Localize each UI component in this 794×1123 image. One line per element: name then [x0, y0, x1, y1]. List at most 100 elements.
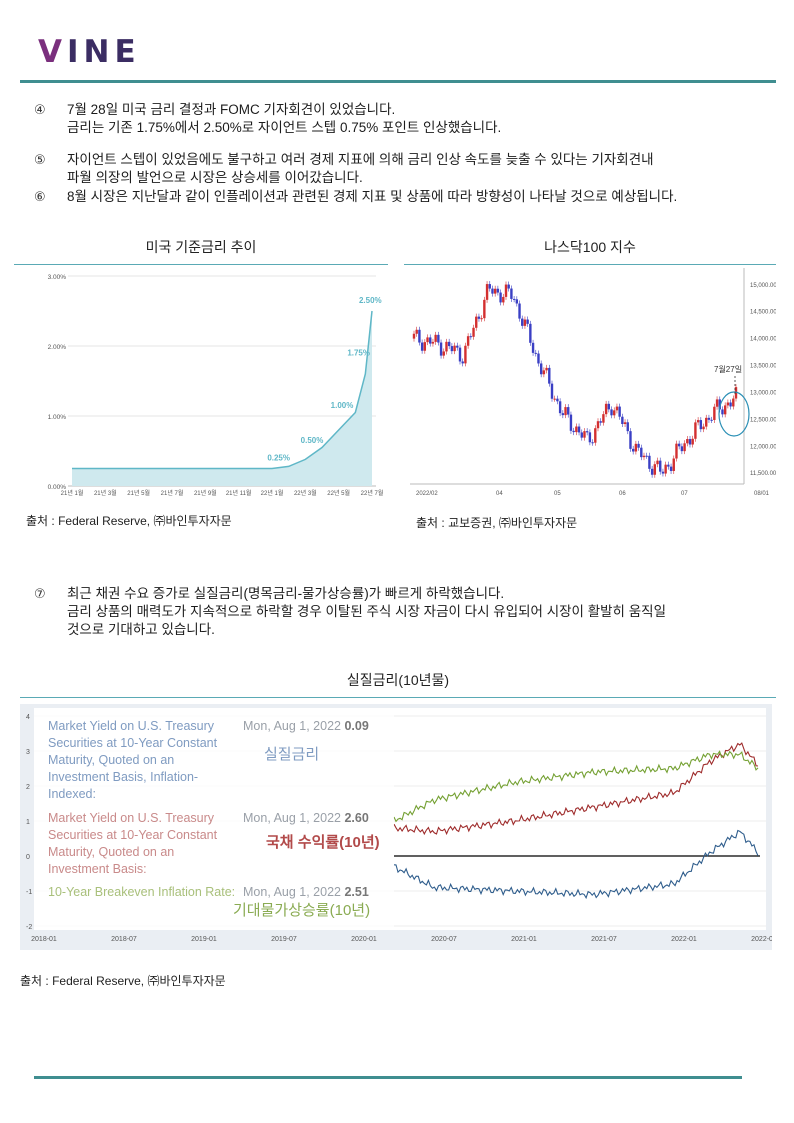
- candle: [640, 447, 643, 458]
- candle: [507, 284, 510, 289]
- legend-date-value: Mon, Aug 1, 2022 0.09: [243, 718, 369, 735]
- candle: [650, 468, 654, 475]
- candle: [607, 403, 611, 410]
- legend-value: 0.09: [344, 719, 369, 733]
- candle: [556, 398, 559, 402]
- x-tick-label: 2018-01: [31, 936, 57, 943]
- candle: [621, 416, 624, 425]
- x-tick-label: 2020-01: [351, 936, 377, 943]
- candle: [415, 329, 418, 334]
- candle: [418, 329, 421, 343]
- candle: [580, 432, 583, 438]
- y-tick-label: 14,000.00: [750, 337, 776, 343]
- candle: [434, 334, 437, 342]
- candle: [613, 410, 616, 416]
- rate-area: [72, 311, 372, 486]
- vine-logo: VINE: [38, 34, 141, 70]
- x-tick-label: 21년 11월: [226, 489, 252, 497]
- candle: [447, 341, 451, 347]
- candle: [721, 409, 724, 415]
- paragraph-4: 7월 28일 미국 금리 결정과 FOMC 기자회견이 있었습니다. 금리는 기…: [67, 101, 501, 137]
- candle: [523, 319, 527, 326]
- y-tick-label: 12,500.00: [750, 417, 776, 423]
- candle: [537, 353, 540, 364]
- candle: [456, 345, 459, 348]
- x-tick-label: 2022-01: [671, 936, 697, 943]
- candle: [529, 323, 532, 343]
- candle: [453, 345, 456, 352]
- candle: [518, 303, 521, 319]
- candle: [542, 370, 546, 375]
- item-number: ⑤: [34, 152, 46, 167]
- header-divider: [20, 80, 776, 83]
- candle: [558, 401, 562, 414]
- x-tick-label: 21년 5월: [127, 489, 150, 497]
- candle: [477, 316, 481, 319]
- candle: [710, 419, 713, 421]
- candle: [577, 426, 581, 433]
- x-tick-label: 22년 3월: [294, 489, 317, 497]
- candle: [412, 333, 416, 339]
- x-tick-label: 21년 9월: [194, 489, 217, 497]
- candle: [569, 414, 573, 431]
- candle: [713, 406, 716, 420]
- series-label: 실질금리: [264, 746, 320, 763]
- candle: [642, 455, 646, 458]
- paragraph-5: 자이언트 스텝이 있었음에도 불구하고 여러 경제 지표에 의해 금리 인상 속…: [67, 151, 654, 187]
- y-tick-label: 1: [26, 819, 30, 826]
- paragraph-7: 최근 채권 수요 증가로 실질금리(명목금리-물가상승률)가 빠르게 하락했습니…: [67, 585, 666, 639]
- real-rate-chart: 4 3 2 1 0 -1 -2 2018-01 2018-07 2019-01 2019-07 20…: [20, 704, 772, 950]
- candle: [688, 439, 692, 445]
- y-tick-label: 3.00%: [48, 274, 67, 281]
- footer-divider: [34, 1076, 742, 1079]
- candle: [575, 426, 578, 433]
- series-line: [393, 829, 759, 900]
- candle: [439, 342, 443, 356]
- candle: [499, 292, 502, 303]
- x-tick-label: 08/01: [754, 491, 770, 497]
- legend-date-value: Mon, Aug 1, 2022 2.60: [243, 810, 369, 827]
- candle: [732, 398, 735, 407]
- candle: [515, 299, 519, 304]
- text-line: 7월 28일 미국 금리 결정과 FOMC 기자회견이 있었습니다.: [67, 102, 396, 117]
- candle: [585, 431, 589, 433]
- candle: [423, 342, 427, 351]
- item-number: ⑦: [34, 586, 46, 601]
- x-tick-label: 21년 1월: [61, 489, 84, 497]
- x-tick-label: 2020-07: [431, 936, 457, 943]
- x-tick-label: 22년 7월: [361, 489, 384, 497]
- candle: [626, 422, 629, 432]
- candle: [583, 431, 586, 438]
- x-tick-label: 22년 5월: [327, 489, 350, 497]
- highlight-circle: [718, 391, 750, 437]
- candle: [437, 334, 440, 343]
- y-tick-label: 11,500.00: [750, 471, 776, 477]
- text-line: 금리는 기존 1.75%에서 2.50%로 자이언트 스텝 0.75% 포인트 …: [67, 120, 502, 135]
- chart1-title: 미국 기준금리 추이: [145, 239, 257, 255]
- y-tick-label: 4: [26, 714, 30, 721]
- text-line: 자이언트 스텝이 있었음에도 불구하고 여러 경제 지표에 의해 금리 인상 속…: [67, 152, 654, 167]
- candle: [564, 407, 567, 416]
- chart1-underline: [14, 264, 388, 265]
- y-tick-label: 0: [26, 854, 30, 861]
- candle: [445, 341, 448, 352]
- candle: [548, 367, 551, 384]
- candle: [691, 438, 694, 445]
- candle: [426, 337, 429, 343]
- candle: [469, 336, 473, 338]
- text-line: 것으로 기대하고 있습니다.: [67, 622, 215, 637]
- candle: [493, 288, 497, 294]
- candle: [707, 417, 711, 420]
- candle: [502, 296, 505, 303]
- x-tick-label: 05: [554, 491, 561, 497]
- rate-line: [72, 310, 373, 470]
- x-tick-label: 21년 3월: [94, 489, 117, 497]
- candle: [659, 460, 662, 472]
- y-tick-label: 15,000.00: [750, 283, 776, 289]
- x-tick-label: 04: [496, 491, 503, 497]
- candle: [591, 442, 594, 444]
- legend-value: 2.60: [344, 811, 369, 825]
- data-label: 1.00%: [331, 401, 354, 410]
- x-tick-label: 2018-07: [111, 936, 137, 943]
- candle: [715, 399, 719, 407]
